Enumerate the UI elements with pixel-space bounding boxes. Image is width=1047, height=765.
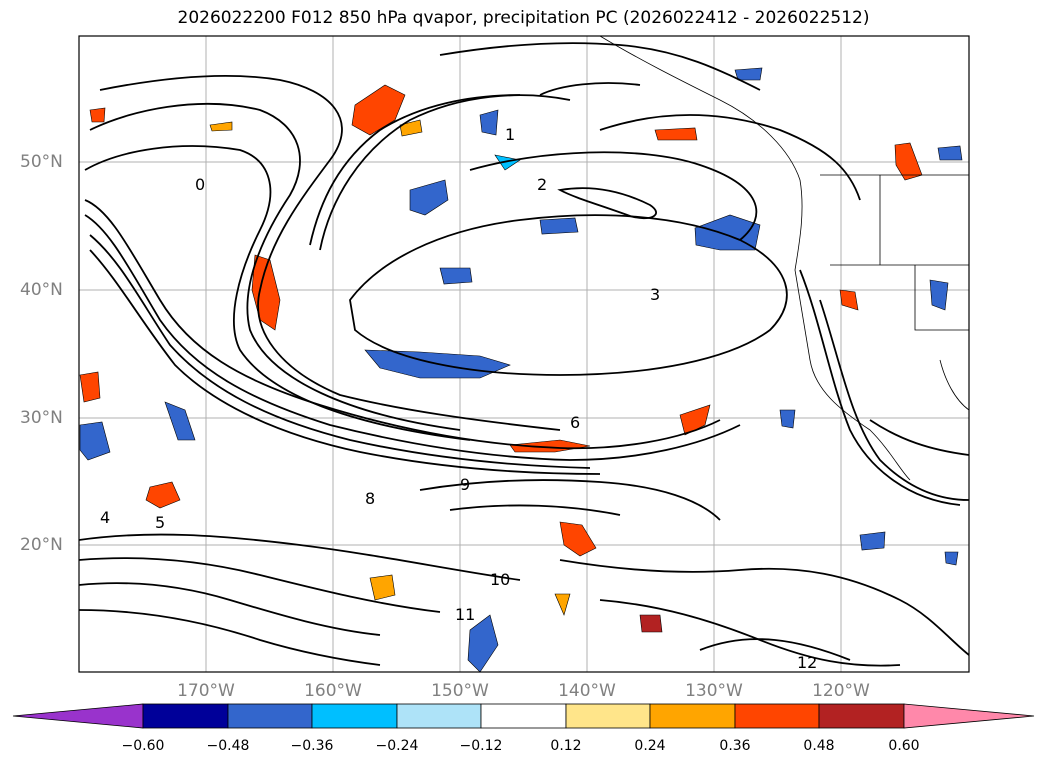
- gridlines: [79, 36, 969, 672]
- map-title: 2026022200 F012 850 hPa qvapor, precipit…: [177, 8, 870, 28]
- map-frame: [78, 35, 970, 673]
- contour-label: 10: [490, 570, 510, 589]
- lon-label: 140°W: [558, 681, 616, 701]
- colorbar-tick: 0.24: [634, 738, 666, 754]
- colorbar-segment: [818, 703, 905, 729]
- colorbar-segment: [480, 703, 567, 729]
- lon-label: 150°W: [431, 681, 489, 701]
- colorbar-segment: [565, 703, 651, 729]
- colorbar-tick: −0.12: [459, 738, 503, 754]
- lon-label: 160°W: [304, 681, 362, 701]
- colorbar-segment: [142, 703, 229, 729]
- contour-label: 0: [195, 175, 205, 194]
- colorbar-extend-low: [12, 703, 144, 729]
- lat-label: 30°N: [20, 408, 63, 428]
- contour-label: 4: [100, 508, 110, 527]
- lon-label: 120°W: [812, 681, 870, 701]
- colorbar-tick: 0.36: [719, 738, 751, 754]
- colorbar-segment: [311, 703, 398, 729]
- lon-label: 130°W: [685, 681, 743, 701]
- colorbar-segment: [396, 703, 482, 729]
- contour-label-group: 0 1 2 3 4 5 6 8 9 10 11 12: [100, 125, 817, 672]
- colorbar-tick: −0.48: [206, 738, 250, 754]
- contour-label: 1: [505, 125, 515, 144]
- contour-label: 5: [155, 513, 165, 532]
- precip-negative-areas: [79, 67, 963, 672]
- colorbar-segment: [734, 703, 820, 729]
- precip-positive-areas: [79, 84, 923, 633]
- colorbar-segment: [649, 703, 736, 729]
- lon-label: 170°W: [177, 681, 235, 701]
- contour-label: 6: [570, 413, 580, 432]
- colorbar-tick: −0.36: [290, 738, 334, 754]
- contour-label: 11: [455, 605, 475, 624]
- colorbar-tick: 0.12: [550, 738, 582, 754]
- colorbar-segment: [227, 703, 313, 729]
- contour-label: 2: [537, 175, 547, 194]
- contour-label: 9: [460, 475, 470, 494]
- contour-label: 8: [365, 489, 375, 508]
- contour-label: 3: [650, 285, 660, 304]
- lat-label: 40°N: [20, 280, 63, 300]
- contour-lines: [79, 42, 969, 667]
- colorbar-tick: −0.60: [121, 738, 165, 754]
- colorbar-tick: 0.60: [888, 738, 920, 754]
- coastlines: [599, 36, 969, 481]
- contour-label: 12: [797, 653, 817, 672]
- colorbar-tick: 0.48: [803, 738, 835, 754]
- colorbar: [12, 703, 1035, 729]
- colorbar-tick: −0.24: [375, 738, 419, 754]
- colorbar-extend-high: [903, 703, 1035, 729]
- lat-label: 20°N: [20, 535, 63, 555]
- lat-label: 50°N: [20, 152, 63, 172]
